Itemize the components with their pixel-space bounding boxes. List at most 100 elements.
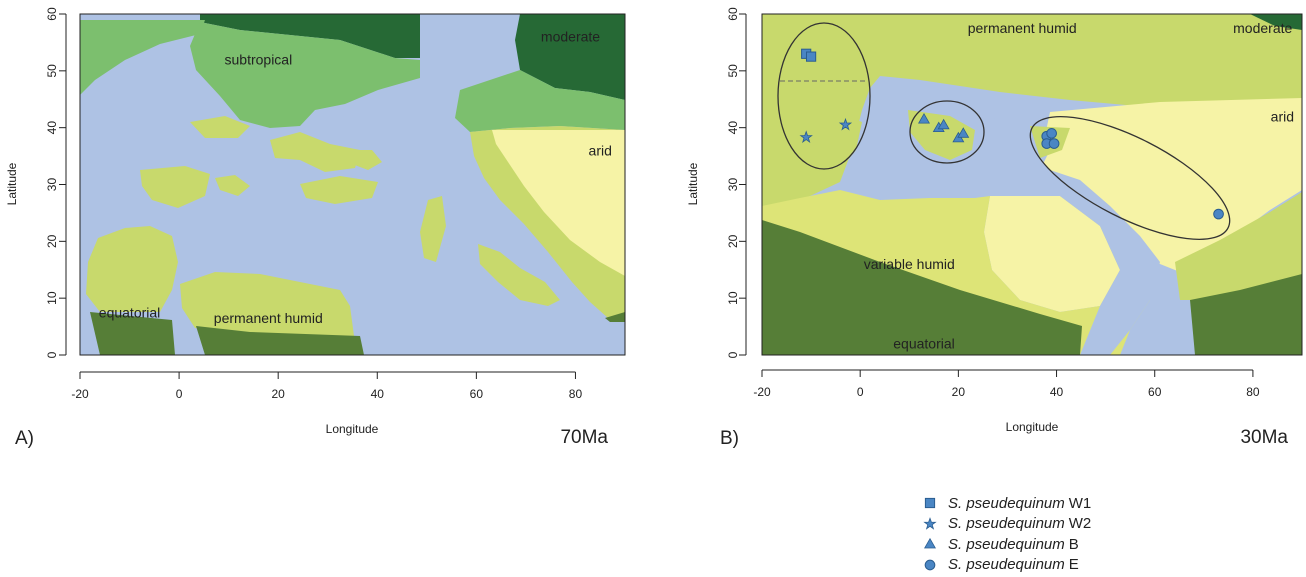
legend-group-tag: B — [1068, 535, 1079, 553]
y-tick-label-b: 40 — [726, 121, 740, 135]
zone-label-a: equatorial — [99, 304, 161, 320]
legend-group-tag: E — [1068, 556, 1079, 574]
panel-label-a: A) — [15, 428, 34, 449]
y-tick-label-b: 0 — [726, 351, 740, 358]
map-a — [80, 14, 625, 355]
legend-species: S. pseudequinum — [948, 535, 1065, 553]
zone-equatorial-a — [90, 312, 175, 355]
xlabel-b: Longitude — [1006, 420, 1059, 434]
y-tick-label-a: 60 — [45, 7, 59, 21]
point-b — [937, 118, 950, 130]
legend-item-e: S. pseudequinum E — [922, 555, 1222, 576]
zone-label-b: equatorial — [893, 336, 955, 352]
x-tick-label-a: 40 — [371, 387, 385, 401]
y-tick-label-b: 30 — [726, 178, 740, 192]
y-tick-label-a: 0 — [45, 351, 59, 358]
zone-iberia-b — [780, 110, 862, 172]
zone-humid-island-a1 — [190, 116, 250, 138]
x-tick-label-b: 80 — [1246, 385, 1260, 399]
point-e — [1048, 138, 1060, 149]
circle-icon — [924, 559, 936, 571]
x-tick-label-b: 40 — [1050, 385, 1064, 399]
y-tick-label-a: 10 — [45, 291, 59, 305]
y-tick-label-a: 40 — [45, 121, 59, 135]
zone-arid-a — [492, 130, 625, 276]
legend-item-b: S. pseudequinum B — [922, 534, 1222, 555]
zone-moderate-b — [1250, 14, 1302, 30]
panel-label-b: B) — [720, 428, 739, 449]
x-tick-label-a: 80 — [569, 387, 583, 401]
zone-label-b: variable humid — [864, 256, 955, 272]
y-tick-label-b: 60 — [726, 7, 740, 21]
cluster-ellipse-east — [1029, 115, 1231, 241]
point-b — [918, 113, 930, 124]
x-tick-label-b: 0 — [857, 385, 864, 399]
zone-humid-island-a3 — [140, 166, 210, 208]
point-b — [957, 127, 970, 138]
legend-species: S. pseudequinum — [948, 556, 1065, 574]
zone-permanent-humid-b — [762, 14, 1302, 206]
zone-label-b: arid — [1271, 108, 1294, 124]
zone-humid-island-a7 — [478, 244, 560, 306]
zone-equatorial-b — [762, 220, 1082, 355]
zone-subtropical-a — [80, 20, 205, 95]
panel-a: -20 0 20 40 60 80 0 10 20 30 40 50 60 subtropical mod… — [5, 7, 626, 449]
point-e — [1213, 208, 1224, 220]
zone-humid-island-a4 — [215, 175, 250, 196]
zone-label-a: permanent humid — [214, 310, 323, 326]
zone-moderate-a-east — [515, 14, 625, 100]
y-tick-label-a: 30 — [45, 178, 59, 192]
star-icon — [923, 516, 937, 530]
panel-b: -20 0 20 40 60 80 0 10 20 30 40 50 60 permanent humi… — [686, 7, 1303, 449]
square-icon — [924, 498, 936, 509]
legend-group-tag: W1 — [1068, 494, 1092, 512]
y-tick-label-b: 20 — [726, 234, 740, 248]
age-label-b: 30Ma — [1240, 427, 1288, 448]
zone-label-a: subtropical — [225, 51, 293, 67]
y-tick-label-b: 50 — [726, 64, 740, 78]
point-w1 — [805, 51, 817, 62]
x-tick-label-a: 0 — [176, 387, 183, 401]
triangle-icon — [924, 538, 936, 549]
zone-labels-a: subtropical moderate arid equatorial permane… — [99, 29, 612, 326]
zone-equatorial-a2 — [196, 326, 364, 355]
zone-africa-a2 — [180, 272, 354, 336]
x-tick-label-a: 20 — [272, 387, 286, 401]
y-tick-label-b: 10 — [726, 291, 740, 305]
occurrence-points — [799, 48, 1224, 220]
legend-item-w1: S. pseudequinum W1 — [922, 493, 1222, 514]
zone-moderate-a — [200, 14, 420, 58]
zone-africa-a — [86, 226, 178, 312]
zone-label-b: permanent humid — [968, 20, 1077, 36]
point-w2 — [838, 117, 853, 131]
zone-label-b: moderate — [1233, 20, 1292, 36]
x-tick-label-b: -20 — [753, 385, 771, 399]
zone-arid-b — [1040, 98, 1302, 272]
point-w2 — [799, 130, 813, 143]
zone-variable-humid-b — [762, 190, 1150, 355]
legend-group-tag: W2 — [1068, 515, 1092, 533]
point-e — [1046, 128, 1057, 139]
zone-arid-b2 — [984, 196, 1120, 312]
cluster-ellipse-balkan — [909, 100, 985, 164]
y-tick-label-a: 50 — [45, 64, 59, 78]
y-tick-label-a: 20 — [45, 234, 59, 248]
axes-b: -20 0 20 40 60 80 0 10 20 30 40 50 60 — [726, 7, 1260, 399]
x-tick-label-a: 60 — [470, 387, 484, 401]
zone-equatorial-b-east — [1190, 274, 1302, 355]
axes-a: -20 0 20 40 60 80 0 10 20 30 40 50 60 — [45, 7, 582, 401]
age-label-a: 70Ma — [560, 427, 608, 448]
zone-labels-b: permanent humid moderate arid variable humi… — [864, 20, 1294, 351]
x-tick-label-a: -20 — [71, 387, 89, 401]
plot-frame-a — [79, 13, 626, 356]
sea-red-b — [1050, 170, 1160, 355]
x-tick-label-b: 20 — [952, 385, 966, 399]
ylabel-a: Latitude — [5, 162, 19, 205]
zone-subtropical-a-2 — [190, 22, 420, 128]
zone-humid-island-a6 — [420, 196, 446, 262]
legend-species: S. pseudequinum — [948, 494, 1065, 512]
zone-equatorial-a3 — [605, 312, 625, 322]
zone-label-a: moderate — [541, 29, 600, 45]
zone-label-a: arid — [589, 142, 612, 158]
ylabel-b: Latitude — [686, 162, 700, 205]
